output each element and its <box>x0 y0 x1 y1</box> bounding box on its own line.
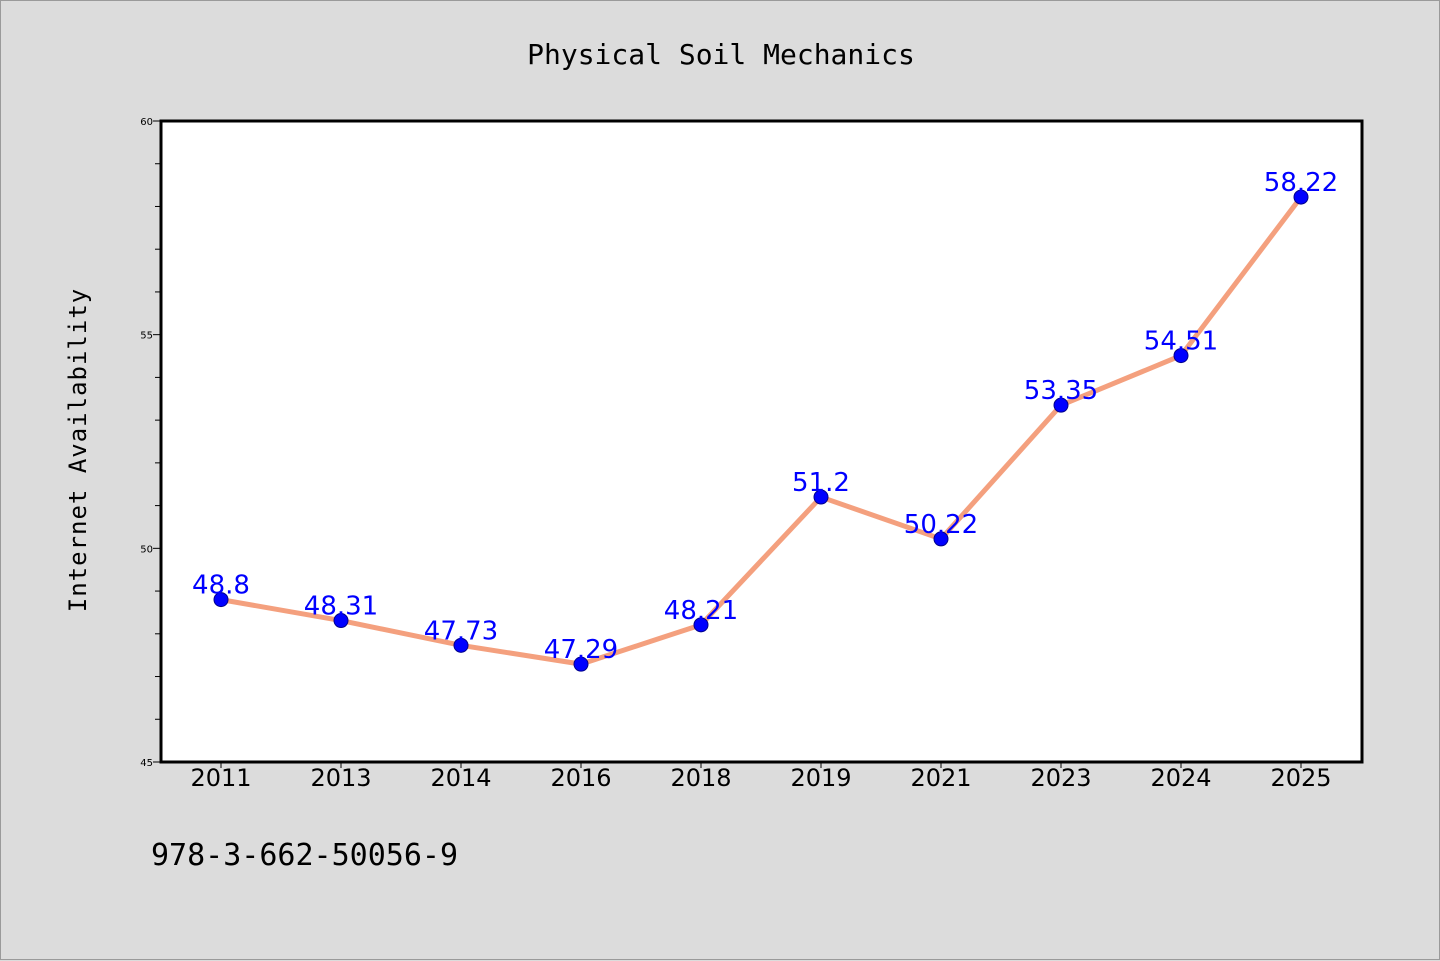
data-label: 50.22 <box>904 510 978 540</box>
data-label: 48.21 <box>664 596 738 626</box>
data-label: 48.8 <box>192 571 250 601</box>
series-line <box>218 194 1304 667</box>
data-point-marker <box>1053 397 1069 413</box>
data-label: 51.2 <box>792 468 850 498</box>
x-tick-label: 2023 <box>1030 764 1091 792</box>
data-point-marker <box>333 613 349 629</box>
x-tick-label: 2025 <box>1270 764 1331 792</box>
data-label: 47.29 <box>544 635 618 665</box>
data-label: 58.22 <box>1264 168 1338 198</box>
x-tick-label: 2021 <box>910 764 971 792</box>
x-tick-label: 2014 <box>430 764 491 792</box>
data-point-marker <box>213 592 229 608</box>
x-tick-label: 2018 <box>670 764 731 792</box>
data-point-marker <box>933 531 949 547</box>
y-tick-label: 55 <box>140 331 153 342</box>
data-point-marker <box>573 656 589 672</box>
data-point-marker <box>693 617 709 633</box>
data-point-marker <box>813 489 829 505</box>
x-tick-label: 2019 <box>790 764 851 792</box>
series-line-group <box>218 194 1304 667</box>
plot-frame <box>159 119 1364 764</box>
y-axis-label: Internet Availability <box>64 288 92 612</box>
data-point-marker <box>1173 348 1189 364</box>
data-point-marker <box>1293 189 1309 205</box>
marker-group <box>213 189 1309 672</box>
x-tick-label: 2011 <box>190 764 251 792</box>
axis-ticks: 45 50 55 60 2011 2013 2014 2016 2018 2019 2021 2023… <box>140 117 1331 792</box>
y-tick-label: 60 <box>140 117 153 128</box>
y-tick-label: 45 <box>140 758 153 769</box>
x-tick-label: 2016 <box>550 764 611 792</box>
plot-area <box>161 121 1362 762</box>
x-tick-label: 2024 <box>1150 764 1211 792</box>
data-label: 48.31 <box>304 592 378 622</box>
x-tick-label: 2013 <box>310 764 371 792</box>
data-label: 47.73 <box>424 616 498 646</box>
data-label: 54.51 <box>1144 327 1218 357</box>
y-tick-label: 50 <box>140 544 153 555</box>
data-point-marker <box>453 637 469 653</box>
data-label: 53.35 <box>1024 376 1098 406</box>
chart-title: Physical Soil Mechanics <box>527 38 915 71</box>
footer-isbn: 978-3-662-50056-9 <box>151 838 458 873</box>
data-label-group: 48.8 48.31 47.73 47.29 48.21 51.2 50.22 53.35 54… <box>192 168 1338 665</box>
